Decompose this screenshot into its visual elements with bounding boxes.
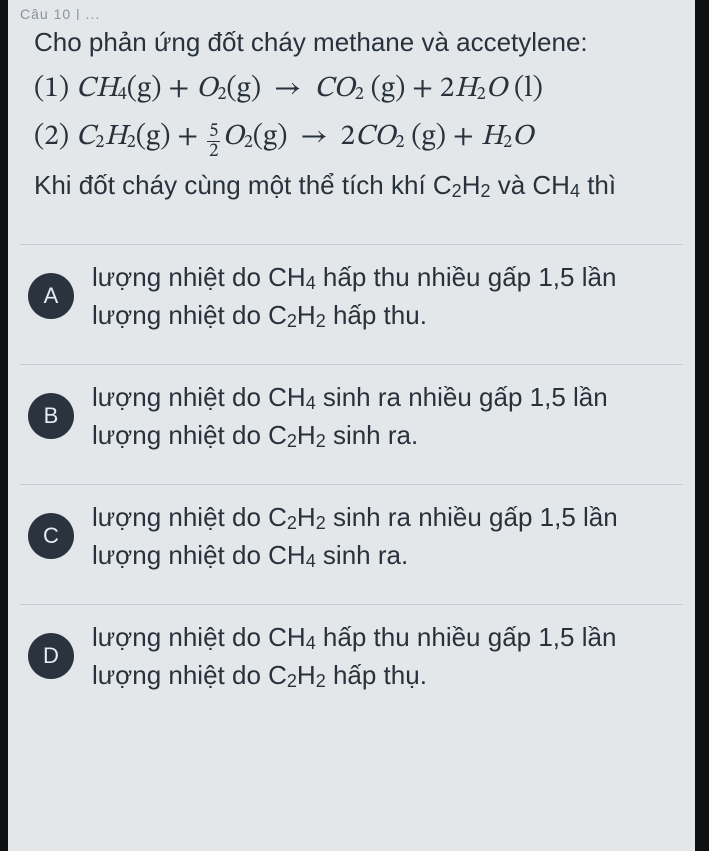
question-tail: Khi đốt cháy cùng một thể tích khí C2H2 … [34,167,679,205]
option-badge: B [28,393,74,439]
option-badge: D [28,633,74,679]
arrow-icon: → [294,122,334,151]
option-b[interactable]: B lượng nhiệt do CH4 sinh ra nhiều gấp 1… [20,364,683,484]
option-text: lượng nhiệt do CH4 hấp thu nhiều gấp 1,5… [92,615,677,694]
option-badge: A [28,273,74,319]
option-a[interactable]: A lượng nhiệt do CH4 hấp thu nhiều gấp 1… [20,244,683,364]
fraction-5-2: 52 [207,122,220,161]
option-text: lượng nhiệt do CH4 hấp thu nhiều gấp 1,5… [92,255,677,334]
equation-2: (2) C2H2(g) + 52O2(g) → 2CO2 (g) + H2O [34,116,679,161]
option-c[interactable]: C lượng nhiệt do C2H2 sinh ra nhiều gấp … [20,484,683,604]
option-text: lượng nhiệt do CH4 sinh ra nhiều gấp 1,5… [92,375,677,454]
options-list: A lượng nhiệt do CH4 hấp thu nhiều gấp 1… [20,244,683,724]
option-d[interactable]: D lượng nhiệt do CH4 hấp thu nhiều gấp 1… [20,604,683,724]
breadcrumb: Câu 10 | ... [20,4,683,20]
option-badge: C [28,513,74,559]
equation-1: (1) CH4(g) + O2(g) → CO2 (g) + 2H2O (l) [34,68,679,110]
arrow-icon: → [268,74,308,103]
question-block: Cho phản ứng đốt cháy methane và accetyl… [20,22,683,218]
question-intro: Cho phản ứng đốt cháy methane và accetyl… [34,24,679,62]
option-text: lượng nhiệt do C2H2 sinh ra nhiều gấp 1,… [92,495,677,574]
question-screen: Câu 10 | ... Cho phản ứng đốt cháy metha… [0,0,709,851]
